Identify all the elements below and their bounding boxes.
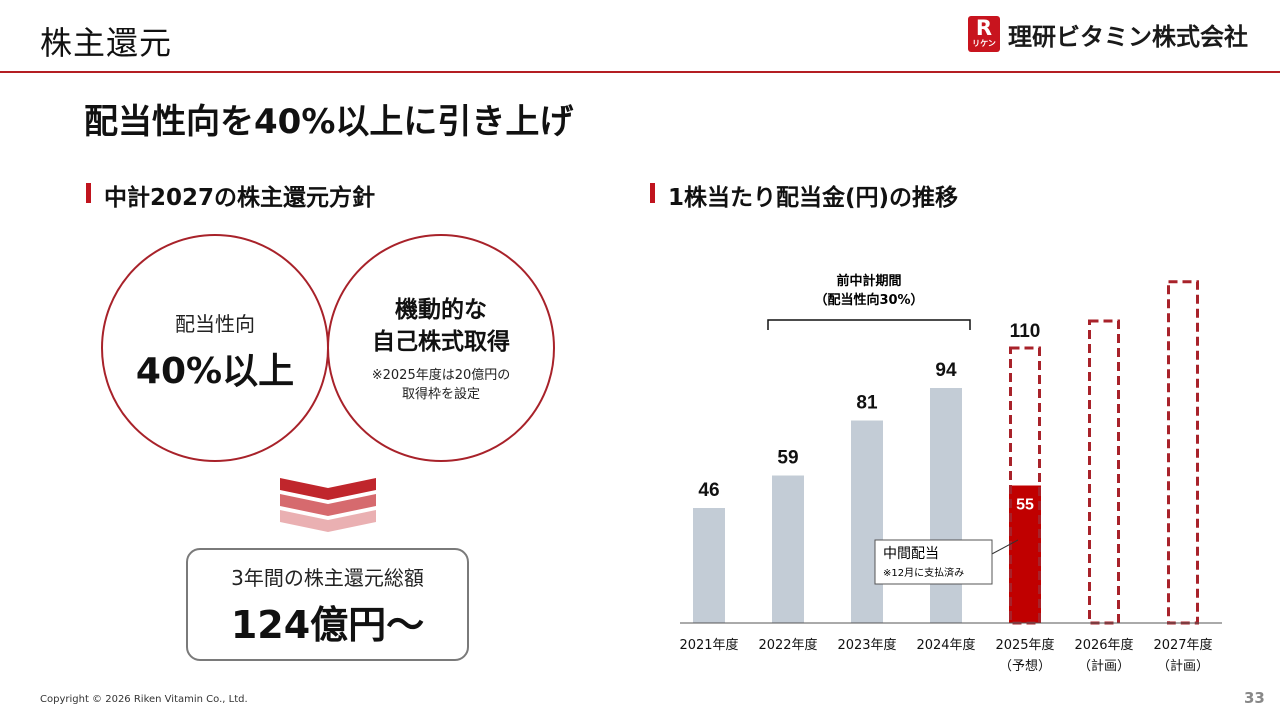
total-return-box: 3年間の株主還元総額 124億円～ [186,548,469,661]
interim-callout-box [874,539,993,585]
dividend-chart: 46 2021年度 59 2022年度 81 2023年度 94 2024年度 110 55 202… [679,273,1222,674]
total-return-value: 124億円～ [230,603,425,647]
x-tick-label: 2022年度 [758,637,817,653]
x-tick-sublabel: （予想） [999,658,1051,674]
x-tick-label: 2026年度 [1074,637,1133,653]
company-name: 理研ビタミン株式会社 [1008,22,1248,51]
buyback-line2: 自己株式取得 [372,329,510,355]
logo-letter: R [975,16,993,40]
section-marker [650,183,655,203]
bar-value-label: 81 [856,393,878,414]
planned-outline-2026年度 [1088,319,1120,625]
payout-ratio-circle: 配当性向 40%以上 [101,234,329,462]
x-tick-sublabel: （計画） [1078,658,1130,674]
down-chevron-icon [280,478,376,532]
buyback-line1: 機動的な [395,297,487,323]
logo-kana: リケン [972,39,996,48]
left-section-title: 中計2027の株主還元方針 [104,185,376,211]
buyback-note2: 取得枠を設定 [401,387,480,402]
bar-2022年度 [772,475,804,623]
x-tick-label: 2027年度 [1153,637,1212,653]
bracket-label-1: 前中計期間 [836,273,901,289]
headline: 配当性向を40%以上に引き上げ [84,102,574,142]
bar-value-label: 46 [698,480,719,501]
total-return-label: 3年間の株主還元総額 [231,566,424,590]
buyback-note1: ※2025年度は20億円の [371,368,511,383]
interim-callout-note: ※12月に支払済み [883,566,964,579]
company-logo: R リケン 理研ビタミン株式会社 [968,16,1248,52]
x-tick-label: 2021年度 [679,637,738,653]
slide-title: 株主還元 [40,24,173,62]
company-logo-mark: R リケン [968,16,1000,52]
payout-ratio-label: 配当性向 [175,312,255,336]
buyback-circle: 機動的な 自己株式取得 ※2025年度は20億円の 取得枠を設定 [327,234,555,462]
interim-bar-2025年度 [1009,485,1041,623]
bar-2023年度 [851,420,883,623]
bar-value-label: 94 [935,360,957,381]
payout-ratio-value: 40%以上 [135,351,295,392]
x-tick-label: 2025年度 [995,637,1054,653]
callout-leader [989,539,1019,556]
x-tick-label: 2024年度 [916,637,975,653]
bar-2021年度 [693,508,725,623]
x-tick-label: 2023年度 [837,637,896,653]
right-section-title: 1株当たり配当金(円)の推移 [668,185,959,211]
prior-plan-bracket [767,319,971,330]
interim-callout-title: 中間配当 [883,546,939,562]
bar-2024年度 [930,388,962,623]
header-divider [0,71,1280,73]
planned-outline-2027年度 [1167,280,1199,625]
page-number: 33 [1244,689,1265,707]
bar-value-label: 59 [777,448,798,469]
bar-value-label: 110 [1010,321,1041,342]
x-tick-sublabel: （計画） [1157,658,1209,674]
section-marker [86,183,91,203]
interim-value-label: 55 [1016,497,1034,514]
forecast-outline-2025年度 [1009,346,1041,625]
bracket-label-2: （配当性向30%） [814,292,923,308]
copyright: Copyright © 2026 Riken Vitamin Co., Ltd. [40,694,248,705]
